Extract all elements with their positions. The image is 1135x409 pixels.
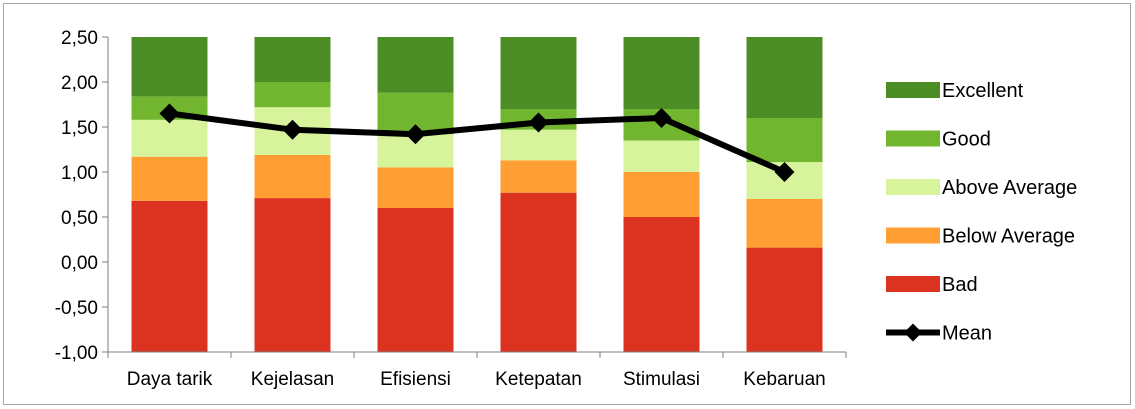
bar-excellent-3 (500, 37, 577, 109)
y-tick-label: -0,50 (55, 298, 98, 319)
mean-marker-1 (282, 119, 303, 140)
x-tick-label: Stimulasi (623, 369, 700, 390)
legend-label-mean: Mean (942, 323, 992, 345)
bar-below-average-0 (131, 156, 208, 201)
bar-bad-2 (377, 208, 454, 352)
bar-good-1 (254, 82, 331, 108)
legend-marker-mean (904, 323, 922, 342)
bar-below-average-5 (746, 199, 823, 248)
x-tick-label: Ketepatan (495, 369, 582, 390)
mean-marker-0 (159, 103, 180, 124)
mean-marker-4 (651, 108, 672, 128)
bar-below-average-2 (377, 167, 454, 208)
x-tick-label: Daya tarik (127, 369, 213, 390)
bar-bad-4 (623, 217, 700, 352)
y-tick-label: 1,50 (61, 118, 98, 139)
bar-above-average-0 (131, 119, 208, 157)
legend-swatch-below-average (886, 227, 940, 244)
legend: Excellent Good Above Average Below Average B… (886, 80, 1077, 345)
y-tick-label: 2,00 (61, 73, 98, 94)
legend-label-good: Good (942, 129, 991, 151)
bar-excellent-5 (746, 37, 823, 118)
bar-excellent-4 (623, 37, 700, 109)
bar-below-average-1 (254, 154, 331, 199)
bar-bad-0 (131, 200, 208, 352)
bar-excellent-1 (254, 37, 331, 82)
bar-excellent-0 (131, 37, 208, 97)
mean-line (169, 110, 786, 175)
chart-frame: -1,00 -0,50 0,00 0,50 1,00 1,50 2,00 2,50 Daya t… (3, 3, 1131, 405)
legend-label-excellent: Excellent (942, 80, 1024, 102)
legend-swatch-excellent (886, 82, 940, 98)
legend-label-above-average: Above Average (942, 177, 1077, 199)
bar-bad-5 (746, 247, 823, 352)
x-tick-label: Efisiensi (380, 369, 451, 390)
x-tick-label: Kebaruan (743, 369, 825, 390)
y-tick-label: 2,50 (61, 28, 98, 49)
mean-marker-3 (528, 112, 549, 133)
bar-below-average-4 (623, 172, 700, 217)
bar-bad-1 (254, 198, 331, 352)
bar-above-average-3 (500, 129, 577, 161)
y-tick-label: -1,00 (55, 343, 98, 364)
legend-swatch-above-average (886, 179, 940, 195)
y-tick-label: 0,50 (61, 208, 98, 229)
mean-marker-2 (405, 124, 426, 145)
bar-above-average-4 (623, 140, 700, 172)
mean-marker-5 (774, 162, 795, 182)
legend-swatch-good (886, 130, 940, 147)
legend-label-bad: Bad (942, 274, 978, 296)
x-tick-label: Kejelasan (251, 369, 334, 390)
y-tick-label: 0,00 (61, 253, 98, 274)
bar-below-average-3 (500, 160, 577, 193)
legend-label-below-average: Below Average (942, 226, 1075, 248)
legend-swatch-bad (886, 276, 940, 292)
chart-svg: -1,00 -0,50 0,00 0,50 1,00 1,50 2,00 2,50 Daya t… (55, 28, 1078, 390)
plot-area: -1,00 -0,50 0,00 0,50 1,00 1,50 2,00 2,50 Daya t… (55, 28, 847, 390)
bar-good-5 (746, 118, 823, 163)
bar-excellent-2 (377, 37, 454, 93)
bar-bad-3 (500, 192, 577, 352)
y-tick-label: 1,00 (61, 163, 98, 184)
